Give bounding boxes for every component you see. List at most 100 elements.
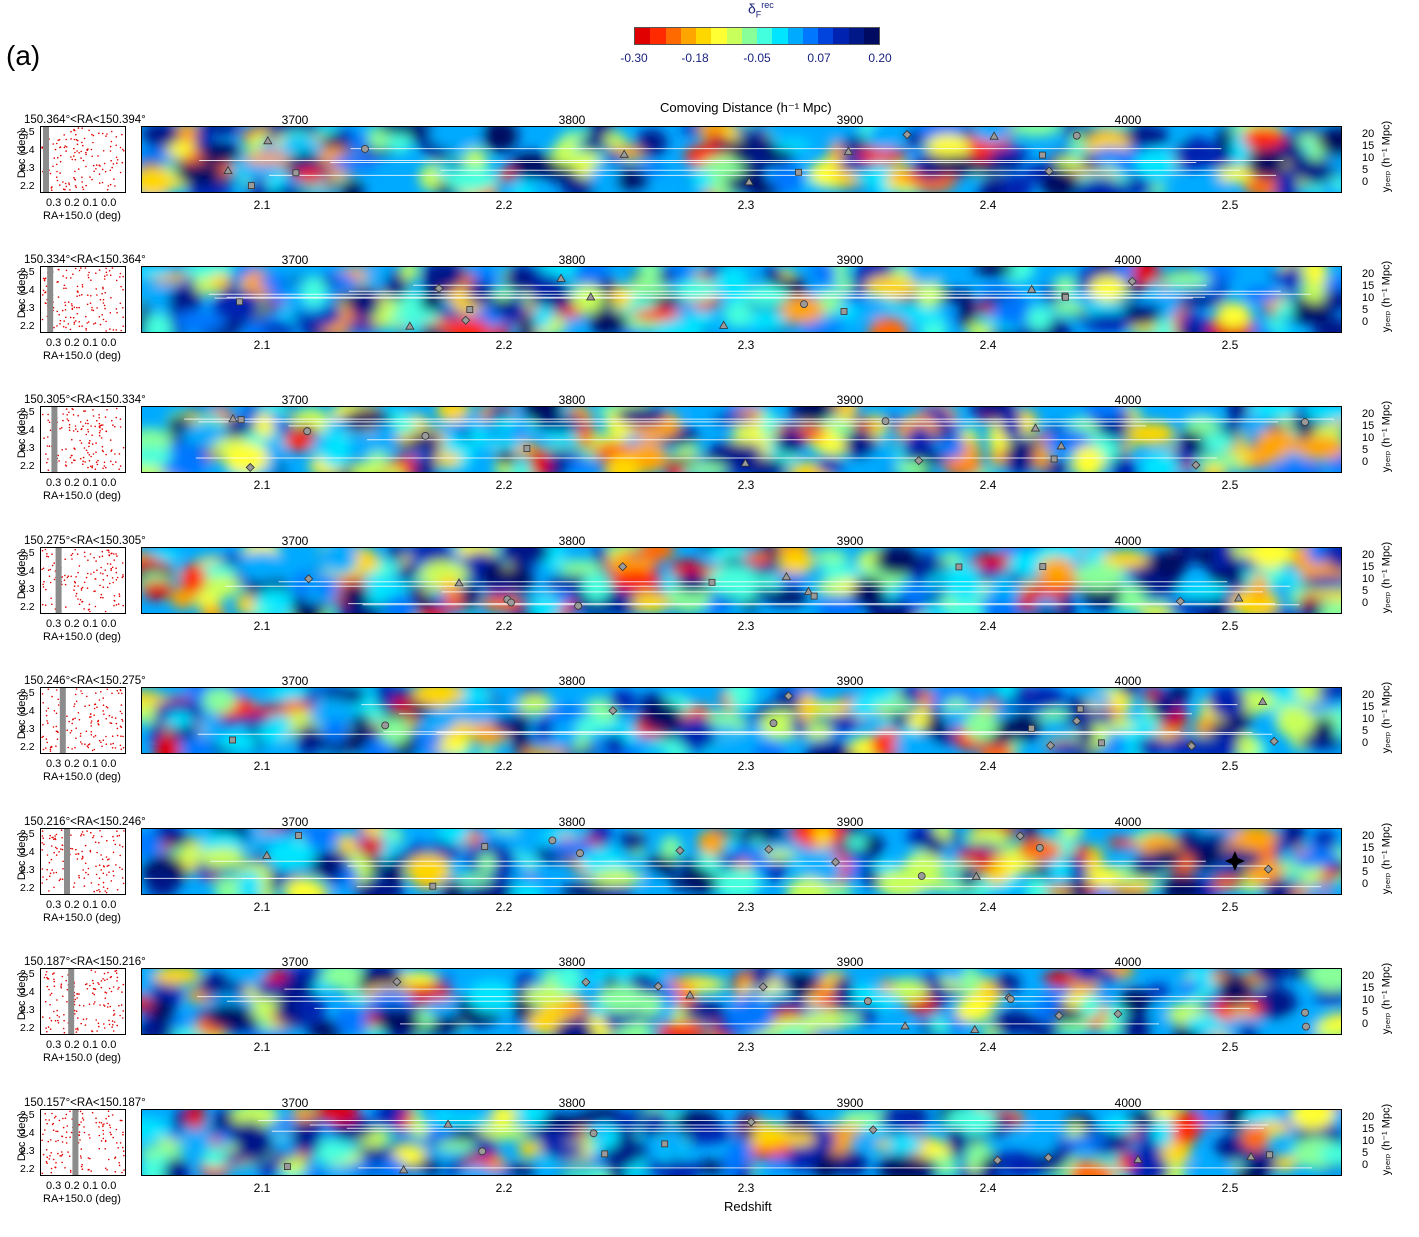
sightline-dot <box>87 746 90 749</box>
density-blob <box>1297 158 1334 185</box>
sightline-dot <box>110 743 112 745</box>
sightline-dot <box>79 741 82 743</box>
sightline-dot <box>121 868 123 870</box>
sightline-dot <box>90 882 93 884</box>
sightline-dot <box>58 851 60 853</box>
sightline-dot <box>83 447 86 449</box>
density-blob <box>1248 548 1294 569</box>
dec-tick-label: 2.2 <box>20 601 35 613</box>
density-blob <box>588 310 629 332</box>
sightline-dot <box>73 321 76 324</box>
sightline-dot <box>81 293 83 296</box>
sightline-dot <box>120 329 122 332</box>
density-blob <box>686 1124 732 1144</box>
sightline-dot <box>47 569 50 571</box>
density-blob <box>1229 829 1278 851</box>
sightline-dot <box>102 1137 105 1140</box>
redshift-tick-label: 2.5 <box>1221 1040 1239 1054</box>
density-blob <box>289 969 323 980</box>
density-blob <box>1113 459 1138 472</box>
density-blob <box>1155 317 1175 332</box>
sightline-dot <box>70 454 73 457</box>
sightline-dot <box>42 277 45 280</box>
density-blob <box>878 980 896 991</box>
sightline-dot <box>79 1155 82 1157</box>
sightline-dot <box>57 1152 59 1155</box>
sightline-dot <box>102 1124 104 1126</box>
sightline-dot <box>65 1136 67 1139</box>
sightline-dot <box>77 414 79 417</box>
sightline-dot <box>59 319 62 322</box>
sightline-dot <box>86 419 89 422</box>
distance-tick-label: 3700 <box>281 113 309 127</box>
sightline-dot <box>98 173 101 175</box>
sightline-dot <box>102 596 104 599</box>
density-blob <box>142 830 164 858</box>
sightline-dot <box>122 1150 125 1152</box>
galaxy-marker-diamond <box>764 844 774 854</box>
sightline-dot <box>72 718 74 721</box>
density-blob <box>930 1018 952 1033</box>
sky-position-map <box>40 1109 126 1176</box>
sightline-dot <box>87 274 89 276</box>
sightline-dot <box>84 743 86 745</box>
density-blob <box>1284 829 1305 849</box>
density-blob <box>467 979 515 1013</box>
sightline-dot <box>45 1027 47 1029</box>
sightline-dot <box>107 1110 110 1112</box>
sightline-dot <box>78 306 80 309</box>
galaxy-marker-triangle <box>398 1165 409 1174</box>
sightline-dot <box>90 720 93 722</box>
dec-tick-label: 2.5 <box>20 968 35 980</box>
sightline-dot <box>50 189 53 191</box>
density-blob <box>664 744 689 753</box>
galaxy-marker-diamond <box>868 1125 878 1135</box>
sightline-dot <box>102 467 104 470</box>
sightline-dot <box>59 160 62 163</box>
galaxy-marker-circle <box>576 849 584 858</box>
sightline-dot <box>121 720 124 722</box>
sightline-dot <box>67 746 69 749</box>
sightline-dot <box>70 130 72 133</box>
sightline-dot <box>63 1014 65 1016</box>
sightline-dot <box>62 413 64 415</box>
density-blob <box>643 1110 669 1128</box>
sightline-dot <box>118 1164 121 1167</box>
redshift-tick-label: 2.1 <box>253 759 271 773</box>
colorbar-swatch <box>757 28 773 44</box>
sightline-dot <box>76 430 79 433</box>
galaxy-marker-triangle <box>1257 696 1268 706</box>
yperp-tick-label: 10 <box>1362 573 1375 585</box>
sightline-dot <box>63 284 66 287</box>
sightline-dot <box>73 589 75 591</box>
sightline-dot <box>45 974 47 976</box>
sightline-dot <box>84 844 87 847</box>
density-blob <box>179 563 206 594</box>
density-blob <box>546 576 589 589</box>
sightline-dot <box>108 1124 111 1126</box>
sightline-dot <box>87 1157 90 1159</box>
sightline-dot <box>56 179 59 182</box>
sightline-dot <box>42 583 44 586</box>
sightline-dot <box>42 702 44 704</box>
sightline-dot <box>81 325 83 327</box>
slice-row: 150.334°<RA<150.364° Dec (deg) 2.5 2.4 2.3 2.… <box>0 253 1419 394</box>
sightline-dot <box>41 868 44 870</box>
density-blob <box>179 422 228 443</box>
density-blob <box>770 1155 789 1171</box>
sightline-dot <box>123 830 125 832</box>
sightline-dot <box>98 864 101 866</box>
density-blob <box>1162 271 1211 288</box>
galaxy-marker-triangle <box>970 1024 980 1034</box>
sightline-dot <box>59 172 61 174</box>
density-blob <box>1217 973 1254 1007</box>
galaxy-marker-circle <box>381 721 390 730</box>
density-blob <box>1118 587 1146 610</box>
sightline-dot <box>87 572 89 575</box>
sightline-dot <box>106 549 108 552</box>
sightline-dot <box>44 747 47 749</box>
redshift-tick-label: 2.2 <box>495 759 513 773</box>
sightline-dot <box>68 182 70 184</box>
sightline-dot <box>75 138 78 141</box>
galaxy-marker-triangle <box>228 414 238 423</box>
